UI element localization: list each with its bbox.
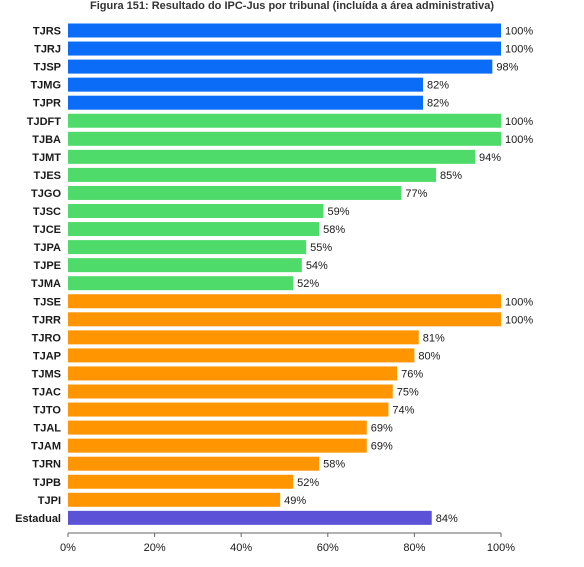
bar (68, 149, 476, 164)
bar (68, 348, 415, 363)
x-tick-label: 20% (144, 542, 166, 554)
data-label: 94% (479, 152, 501, 164)
bar (68, 167, 437, 182)
bar (68, 366, 398, 381)
category-label: TJCE (33, 224, 61, 236)
bar (68, 276, 294, 291)
category-label: TJRR (32, 314, 61, 326)
category-label: TJMA (31, 278, 61, 290)
category-label: TJPE (33, 260, 61, 272)
bar (68, 438, 367, 453)
data-label: 100% (505, 296, 533, 308)
bar (68, 312, 501, 327)
data-label: 100% (505, 116, 533, 128)
data-label: 52% (297, 477, 319, 489)
category-label: TJRN (32, 459, 61, 471)
data-label: 80% (418, 350, 440, 362)
data-label: 82% (427, 80, 449, 92)
x-tick-label: 100% (487, 542, 515, 554)
data-label: 81% (423, 332, 445, 344)
bar (68, 474, 294, 489)
category-label: TJDFT (27, 116, 62, 128)
data-label: 100% (505, 26, 533, 38)
category-label: TJRO (32, 332, 62, 344)
category-label: TJPI (38, 495, 61, 507)
bar (68, 258, 302, 273)
data-label: 75% (397, 387, 419, 399)
x-tick-label: 60% (317, 542, 339, 554)
bar (68, 41, 501, 56)
category-label: Estadual (15, 513, 61, 525)
category-label: TJES (33, 170, 61, 182)
data-label: 100% (505, 134, 533, 146)
data-label: 49% (284, 495, 306, 507)
bar (68, 77, 424, 92)
data-label: 69% (371, 423, 393, 435)
category-label: TJBA (32, 134, 61, 146)
category-label: TJMS (32, 368, 61, 380)
bar (68, 95, 424, 110)
category-label: TJRS (33, 26, 61, 38)
category-label: TJAC (32, 387, 61, 399)
data-label: 82% (427, 98, 449, 110)
data-label: 55% (310, 242, 332, 254)
category-label: TJTO (33, 405, 61, 417)
bar (68, 131, 501, 146)
data-label: 58% (323, 459, 345, 471)
bar (68, 294, 501, 309)
data-label: 77% (405, 188, 427, 200)
category-label: TJSC (33, 206, 61, 218)
category-label: TJSP (33, 62, 61, 74)
category-label: TJGO (31, 188, 61, 200)
data-label: 76% (401, 368, 423, 380)
bar (68, 384, 393, 399)
data-label: 74% (392, 405, 414, 417)
category-label: TJPA (34, 242, 61, 254)
data-label: 59% (327, 206, 349, 218)
x-tick-label: 40% (230, 542, 252, 554)
data-label: 69% (371, 441, 393, 453)
bar (68, 185, 402, 200)
data-label: 84% (436, 513, 458, 525)
category-label: TJSE (33, 296, 61, 308)
bar (68, 240, 307, 255)
chart-title: Figura 151: Resultado do IPC-Jus por tri… (89, 0, 495, 12)
data-label: 54% (306, 260, 328, 272)
bar (68, 23, 501, 38)
bar (68, 510, 432, 525)
bar (68, 222, 320, 237)
bar (68, 420, 367, 435)
category-label: TJMG (30, 80, 61, 92)
category-label: TJPB (33, 477, 61, 489)
category-label: TJPR (33, 98, 61, 110)
bar (68, 456, 320, 471)
data-label: 58% (323, 224, 345, 236)
category-label: TJAP (33, 350, 61, 362)
x-tick-label: 80% (403, 542, 425, 554)
bar (68, 59, 493, 74)
data-label: 100% (505, 314, 533, 326)
data-label: 85% (440, 170, 462, 182)
bar (68, 492, 281, 507)
bar (68, 402, 389, 417)
category-label: TJAL (34, 423, 62, 435)
category-label: TJAM (31, 441, 61, 453)
data-label: 100% (505, 44, 533, 56)
category-label: TJMT (32, 152, 61, 164)
bar (68, 330, 419, 345)
category-label: TJRJ (34, 44, 61, 56)
bar (68, 113, 501, 128)
data-label: 52% (297, 278, 319, 290)
bar (68, 204, 324, 218)
data-label: 98% (496, 62, 518, 74)
x-tick-label: 0% (60, 542, 76, 554)
